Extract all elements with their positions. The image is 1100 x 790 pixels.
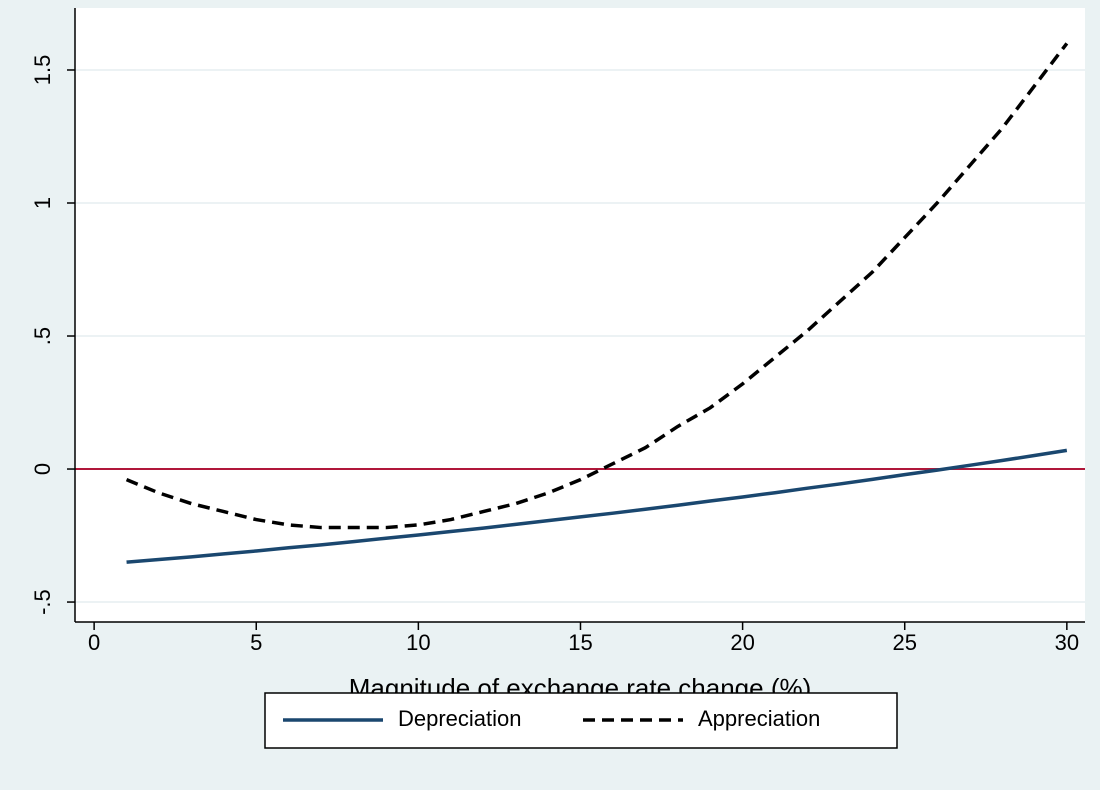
x-tick-label: 0: [88, 630, 100, 655]
legend-label: Appreciation: [698, 706, 820, 731]
y-tick-label: 1.5: [30, 55, 55, 86]
series-line: [125, 42, 1069, 530]
x-tick-label: 10: [406, 630, 430, 655]
legend-label: Depreciation: [398, 706, 522, 731]
y-tick-label: 1: [30, 197, 55, 209]
x-tick-label: 30: [1055, 630, 1079, 655]
x-tick-label: 15: [568, 630, 592, 655]
x-tick-label: 5: [250, 630, 262, 655]
y-tick-label: 0: [30, 463, 55, 475]
y-tick-label: .5: [30, 327, 55, 345]
plot-area: [75, 8, 1085, 622]
y-tick-label: -.5: [30, 589, 55, 615]
series-line: [126, 448, 1068, 564]
x-tick-label: 25: [892, 630, 916, 655]
plot: [75, 42, 1085, 564]
legend: Depreciation Appreciation: [264, 692, 898, 749]
x-tick-label: 20: [730, 630, 754, 655]
